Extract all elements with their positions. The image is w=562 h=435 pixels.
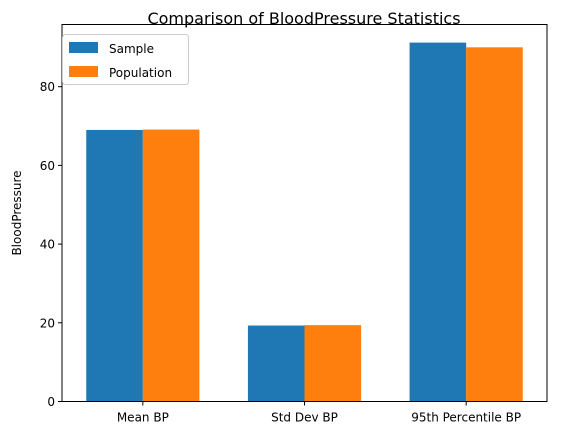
legend: Sample Population: [62, 34, 189, 85]
y-axis-ticks: 0 20 40 60 80: [40, 80, 62, 409]
x-tick-label: Mean BP: [117, 411, 169, 425]
bar-sample-mean-bp: [86, 129, 143, 402]
bars: [86, 42, 523, 402]
x-axis-ticks: Mean BP Std Dev BP 95th Percentile BP: [117, 401, 521, 425]
bar-population-mean-bp: [142, 129, 200, 402]
x-tick-label: Std Dev BP: [271, 411, 338, 425]
y-tick-label: 0: [47, 395, 55, 409]
y-tick-label: 40: [40, 238, 55, 252]
bar-population-std-dev-bp: [304, 325, 362, 402]
y-axis-label: BloodPressure: [10, 170, 24, 255]
bar-sample-std-dev-bp: [247, 325, 305, 402]
legend-swatch-population: [69, 66, 98, 77]
chart-title: Comparison of BloodPressure Statistics: [147, 9, 460, 28]
y-tick-label: 20: [40, 316, 55, 330]
legend-swatch-sample: [69, 42, 98, 53]
x-tick-label: 95th Percentile BP: [411, 411, 521, 425]
y-tick-label: 60: [40, 159, 55, 173]
bar-population-95th-percentile-bp: [466, 47, 523, 402]
legend-label-population: Population: [109, 66, 172, 80]
legend-label-sample: Sample: [109, 42, 154, 56]
bar-sample-95th-percentile-bp: [409, 42, 467, 402]
y-tick-label: 80: [40, 80, 55, 94]
